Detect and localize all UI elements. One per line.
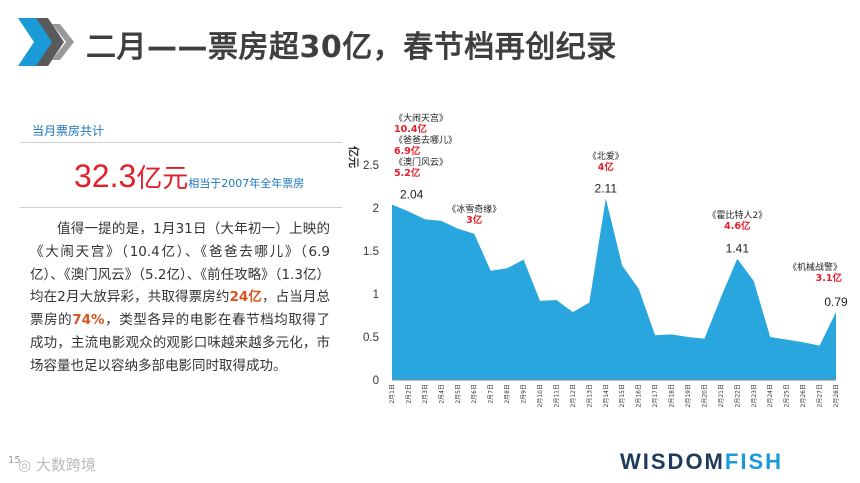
annotation-value: 4.6亿 (724, 220, 751, 232)
para-highlight: 24亿 (229, 289, 262, 306)
para-text: ，占当月总票房的 (30, 289, 330, 329)
divider (20, 207, 342, 208)
annotation-value: 6.9亿 (394, 145, 421, 157)
x-tick-label: 2月18日 (669, 384, 676, 407)
monthly-total-number: 32.3 (74, 158, 137, 194)
x-tick-label: 2月13日 (586, 384, 593, 407)
monthly-total-note: 相当于2007年全年票房 (188, 177, 305, 190)
description-paragraph: 值得一提的是，1月31日（大年初一）上映的《大闹天宫》（10.4亿）、《爸爸去哪… (30, 218, 330, 378)
annotation-value: 10.4亿 (394, 123, 427, 135)
annotation-title: 《北爱》 (588, 151, 624, 162)
x-tick-label: 2月16日 (636, 384, 643, 407)
x-tick-label: 2月17日 (652, 384, 659, 407)
y-tick-label: 0.5 (363, 332, 379, 344)
annotation-value: 5.2亿 (394, 167, 421, 179)
x-tick-label: 2月22日 (734, 384, 741, 407)
para-text: ，类型各异的电影在春节档均取得了成功，主流电影观众的观影口味越来越多元化，市场容… (30, 312, 331, 374)
divider (20, 142, 342, 143)
y-tick-label: 2.5 (363, 160, 379, 172)
y-tick-label: 1.5 (363, 246, 379, 258)
x-tick-label: 2月24日 (767, 384, 774, 407)
y-axis-label: 亿元 (347, 146, 361, 168)
data-label: 0.79 (824, 295, 848, 309)
page-title: 二月——票房超30亿，春节档再创纪录 (86, 30, 617, 65)
x-tick-label: 2月28日 (833, 384, 840, 407)
x-tick-label: 2月27日 (817, 384, 824, 407)
y-tick-label: 0 (373, 375, 379, 387)
monthly-total: 32.3亿元相当于2007年全年票房 (74, 158, 304, 195)
x-tick-label: 2月21日 (718, 384, 725, 407)
annotation-value: 3亿 (466, 214, 483, 226)
x-tick-label: 2月19日 (685, 384, 692, 407)
watermark: ◎ 大数跨境 (18, 454, 96, 475)
area-series (392, 198, 836, 380)
annotation-title: 《澳门风云》 (394, 156, 448, 168)
x-tick-label: 2月8日 (504, 384, 511, 404)
x-tick-label: 2月9日 (521, 384, 528, 404)
page-number: 15 (8, 455, 21, 466)
annotation-title: 《冰雪奇缘》 (447, 203, 501, 215)
x-tick-label: 2月2日 (405, 384, 412, 404)
x-tick-label: 2月7日 (488, 384, 495, 404)
x-tick-label: 2月6日 (471, 384, 478, 404)
x-tick-label: 2月26日 (800, 384, 807, 407)
annotation-title: 《机械战警》 (788, 261, 842, 273)
annotation-title: 《霍比特人2》 (707, 209, 767, 221)
x-tick-label: 2月25日 (784, 384, 791, 407)
watermark-text: 大数跨境 (35, 456, 96, 474)
annotation-title: 《爸爸去哪儿》 (394, 134, 457, 146)
x-tick-label: 2月14日 (603, 384, 610, 407)
brand-wordmark: WISDOMFISH (620, 449, 783, 475)
x-tick-label: 2月5日 (455, 384, 462, 404)
brand-logo-icon (18, 18, 74, 66)
monthly-total-label: 当月票房共计 (32, 124, 105, 138)
annotation-value: 3.1亿 (816, 272, 843, 284)
para-text: 值得一提的是，1月31日（大年初一）上映的《大闹天宫》（10.4亿）、《爸爸去哪… (30, 221, 330, 306)
x-tick-label: 2月4日 (438, 384, 445, 404)
x-tick-label: 2月1日 (389, 384, 396, 404)
annotation-title: 《大闹天宫》 (394, 112, 448, 124)
data-label: 1.41 (726, 242, 750, 256)
y-tick-label: 1 (373, 289, 379, 301)
x-tick-label: 2月23日 (751, 384, 758, 407)
x-tick-label: 2月11日 (553, 384, 560, 407)
data-label: 2.11 (595, 182, 618, 196)
y-tick-label: 2 (373, 203, 379, 215)
x-tick-label: 2月20日 (701, 384, 708, 407)
watermark-icon: ◎ (18, 456, 32, 474)
brand-part-2: FISH (724, 449, 784, 474)
brand-part-1: WISDOM (620, 449, 725, 474)
para-highlight: 74% (72, 312, 105, 329)
data-label: 2.04 (400, 188, 424, 202)
annotation-value: 4亿 (598, 161, 615, 173)
x-tick-label: 2月3日 (422, 384, 429, 404)
x-tick-label: 2月15日 (619, 384, 626, 407)
x-tick-label: 2月12日 (570, 384, 577, 407)
box-office-area-chart: 0 0.5 1 1.5 2 2.5亿元 2月1日 2月2日 2月3日 2月4日 2月5日 2月6日 2月… (347, 112, 848, 407)
monthly-total-unit: 亿元 (136, 164, 189, 194)
x-tick-label: 2月10日 (537, 384, 544, 407)
